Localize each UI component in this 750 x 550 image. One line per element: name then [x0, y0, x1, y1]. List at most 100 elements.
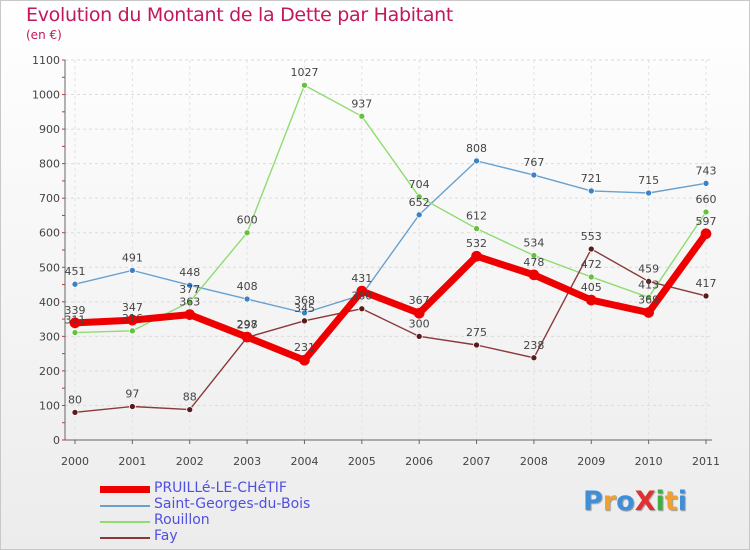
series-line-3	[71, 230, 710, 364]
legend: PRUILLé-LE-CHéTIF Saint-Georges-du-Bois …	[100, 480, 400, 546]
series-2-label-2004: 345	[294, 302, 315, 315]
series-0-point-2006	[415, 211, 423, 219]
series-2-point-2006	[415, 333, 423, 340]
series-2-label-2007: 275	[466, 326, 487, 339]
x-tick-label-2003: 2003	[233, 455, 261, 468]
series-line-2	[74, 248, 707, 414]
series-0-label-2009: 721	[581, 172, 602, 185]
y-tick-label-1100: 1100	[32, 54, 60, 67]
legend-label-saint-georges: Saint-Georges-du-Bois	[154, 496, 311, 512]
y-tick-label-600: 600	[39, 227, 60, 240]
series-2-point-2010	[645, 278, 652, 285]
series-2-label-2009: 553	[581, 230, 602, 243]
series-2-point-2008	[530, 354, 538, 362]
series-3-point-2011	[700, 228, 712, 240]
logo-letter: X	[634, 486, 656, 517]
series-3-label-2003: 298	[237, 318, 258, 331]
series-1-point-2004	[301, 81, 308, 89]
legend-item-rouillon: Rouillon	[100, 512, 400, 530]
chart-title: Evolution du Montant de la Dette par Hab…	[26, 4, 454, 26]
series-0-label-2001: 491	[122, 251, 143, 264]
y-tick-label-0: 0	[53, 434, 60, 447]
series-1-label-2006: 704	[409, 178, 430, 191]
legend-swatch-pruille	[100, 486, 150, 493]
series-2-label-2010: 459	[638, 262, 659, 275]
series-3-point-2008	[528, 269, 540, 281]
series-2-point-2001	[129, 403, 136, 410]
series-0-point-2008	[530, 171, 538, 179]
x-tick-label-2006: 2006	[405, 455, 433, 468]
series-3-label-2004: 231	[294, 341, 315, 354]
series-2-point-2009	[587, 245, 595, 253]
series-3-label-2008: 478	[523, 256, 544, 269]
series-0-label-2010: 715	[638, 174, 659, 187]
series-1-point-2007	[473, 225, 480, 232]
y-tick-label-200: 200	[39, 365, 60, 378]
logo-letter: o	[616, 486, 635, 517]
series-1-point-2006	[415, 193, 423, 201]
series-1-label-2004: 1027	[290, 66, 318, 79]
x-tick-label-2007: 2007	[463, 455, 491, 468]
proxiti-logo: ProXiti	[583, 486, 687, 517]
series-2-point-2002	[186, 406, 194, 413]
series-2-point-2004	[301, 317, 308, 325]
series-0-point-2009	[587, 187, 595, 195]
series-3-label-2010: 369	[638, 294, 659, 307]
series-3-point-2006	[413, 307, 425, 319]
chart-subtitle: (en €)	[26, 28, 62, 42]
x-tick-label-2004: 2004	[290, 455, 318, 468]
legend-label-rouillon: Rouillon	[154, 512, 210, 528]
y-tick-label-400: 400	[39, 296, 60, 309]
legend-swatch-saint-georges	[100, 505, 150, 507]
series-1-label-2005: 937	[351, 97, 372, 110]
series-2-point-2011	[702, 292, 710, 300]
series-0-point-2010	[645, 189, 652, 197]
x-tick-label-2010: 2010	[635, 455, 663, 468]
series-line-1	[74, 84, 707, 334]
series-0-point-2002	[186, 281, 194, 289]
series-2-point-2007	[473, 341, 480, 349]
series-0-point-2001	[129, 267, 136, 274]
series-3-point-2004	[299, 354, 310, 366]
series-1-label-2010: 413	[638, 278, 659, 291]
series-3-point-2001	[127, 314, 138, 326]
series-line-0	[74, 160, 707, 314]
series-3-point-2000	[69, 317, 81, 329]
series-1-label-2011: 660	[696, 193, 717, 206]
series-1-label-2000: 311	[65, 314, 86, 327]
series-0-label-2000: 451	[65, 265, 86, 278]
legend-item-fay: Fay	[100, 528, 400, 546]
series-3-point-2005	[356, 285, 368, 297]
series-2-label-2002: 88	[183, 391, 197, 404]
y-tick-label-500: 500	[39, 261, 60, 274]
series-0-label-2004: 368	[294, 294, 315, 307]
logo-letter: i	[655, 486, 665, 517]
series-1-label-2002: 377	[179, 283, 200, 296]
legend-item-saint-georges: Saint-Georges-du-Bois	[100, 496, 400, 514]
series-1-point-2001	[129, 327, 136, 335]
series-0-label-2007: 808	[466, 142, 487, 155]
y-tick-label-100: 100	[39, 399, 60, 412]
series-1-label-2003: 600	[237, 214, 258, 227]
series-1-point-2005	[358, 112, 366, 120]
series-3-label-2007: 532	[466, 237, 487, 250]
series-1-label-2009: 472	[581, 258, 602, 271]
legend-item-pruille: PRUILLé-LE-CHéTIF	[100, 480, 400, 498]
y-tick-label-700: 700	[39, 192, 60, 205]
series-0-label-2011: 743	[696, 164, 717, 177]
series-0-point-2011	[702, 179, 710, 187]
series-3-label-2006: 367	[409, 294, 430, 307]
logo-letter: t	[664, 486, 678, 517]
series-1-point-2003	[243, 229, 251, 237]
x-tick-label-2009: 2009	[577, 455, 605, 468]
series-3-label-2011: 597	[696, 215, 717, 228]
series-1-point-2000	[71, 329, 79, 336]
series-3-label-2005: 431	[351, 272, 372, 285]
series-3-label-2009: 405	[581, 281, 602, 294]
series-1-point-2011	[702, 208, 710, 216]
series-1-label-2007: 612	[466, 210, 487, 223]
series-0-label-2006: 652	[409, 196, 430, 209]
series-2-point-2005	[358, 305, 366, 313]
